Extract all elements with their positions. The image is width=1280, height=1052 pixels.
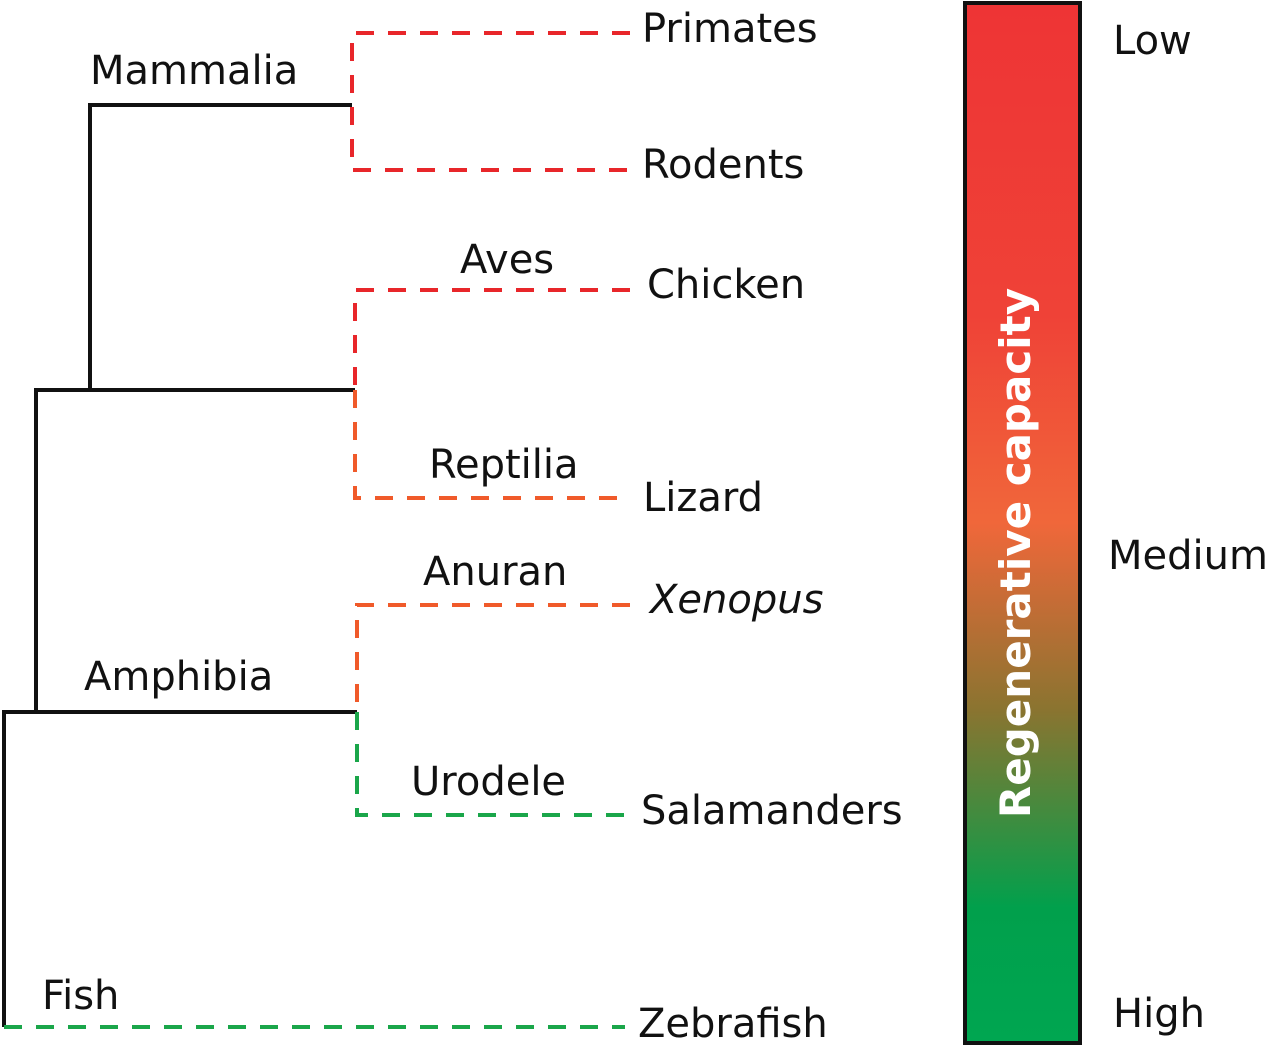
species-rodents: Rodents xyxy=(642,142,804,188)
scale-medium: Medium xyxy=(1108,533,1268,579)
clade-amphibia: Amphibia xyxy=(84,654,273,700)
clade-anuran: Anuran xyxy=(423,549,567,595)
regenerative-capacity-bar xyxy=(963,1,1082,1045)
chicken-branch xyxy=(353,288,630,390)
clade-mammalia: Mammalia xyxy=(90,48,298,94)
lizard-branch xyxy=(353,390,630,500)
mammalia-branch xyxy=(88,103,352,390)
species-salamanders: Salamanders xyxy=(641,788,903,834)
species-zebrafish: Zebrafish xyxy=(638,1001,828,1047)
scale-low: Low xyxy=(1113,18,1192,64)
scale-high: High xyxy=(1113,991,1205,1037)
tetrapod-branch xyxy=(2,710,357,1027)
salamander-branch xyxy=(355,712,630,817)
species-xenopus: Xenopus xyxy=(648,577,823,623)
tree-backbone xyxy=(2,103,357,1027)
xenopus-branch xyxy=(355,603,630,712)
species-primates: Primates xyxy=(642,6,818,52)
amniote-branch xyxy=(34,388,355,712)
species-lizard: Lizard xyxy=(643,475,763,521)
clade-aves: Aves xyxy=(460,237,554,283)
clade-fish: Fish xyxy=(42,973,119,1019)
clade-urodele: Urodele xyxy=(411,759,566,805)
clade-reptilia: Reptilia xyxy=(429,442,579,488)
mammal-leaf-branches xyxy=(350,31,630,172)
species-chicken: Chicken xyxy=(647,262,805,308)
scale-title: Regenerative capacity xyxy=(991,288,1040,818)
